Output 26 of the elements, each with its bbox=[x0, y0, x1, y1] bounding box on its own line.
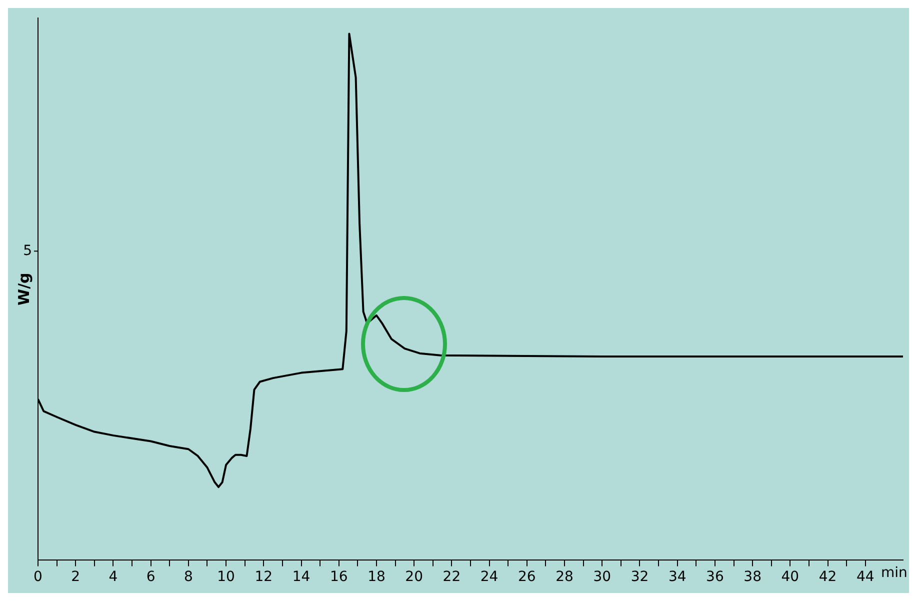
x-tick-label: 24 bbox=[480, 569, 498, 586]
x-tick-label: 42 bbox=[818, 569, 837, 586]
x-tick-label: 8 bbox=[184, 569, 193, 586]
x-tick-label: 38 bbox=[744, 569, 762, 586]
x-tick-label: 2 bbox=[71, 569, 80, 586]
x-tick-label: 20 bbox=[405, 569, 423, 586]
x-tick-label: 44 bbox=[856, 569, 874, 586]
x-tick-label: 28 bbox=[556, 569, 574, 586]
x-tick-label: 36 bbox=[706, 569, 724, 586]
x-tick-label: 10 bbox=[217, 569, 235, 586]
x-tick-label: 34 bbox=[668, 569, 686, 586]
x-tick-label: 14 bbox=[292, 569, 310, 586]
x-tick-label: 0 bbox=[34, 569, 42, 586]
x-tick-label: 6 bbox=[146, 569, 156, 586]
y-axis-title: W/g bbox=[14, 272, 33, 306]
x-tick-label: 4 bbox=[108, 569, 118, 586]
text: 5 bbox=[23, 242, 32, 259]
x-tick-label: 40 bbox=[781, 569, 800, 586]
x-tick-label: 12 bbox=[254, 569, 273, 586]
x-tick-label: 26 bbox=[518, 569, 536, 586]
x-axis-title: min bbox=[881, 564, 908, 581]
x-tick-label: 16 bbox=[330, 569, 348, 586]
x-tick-label: 22 bbox=[442, 569, 461, 586]
x-tick-label: 30 bbox=[593, 569, 612, 586]
x-tick-label: 18 bbox=[368, 569, 386, 586]
x-tick-label: 32 bbox=[630, 569, 649, 586]
